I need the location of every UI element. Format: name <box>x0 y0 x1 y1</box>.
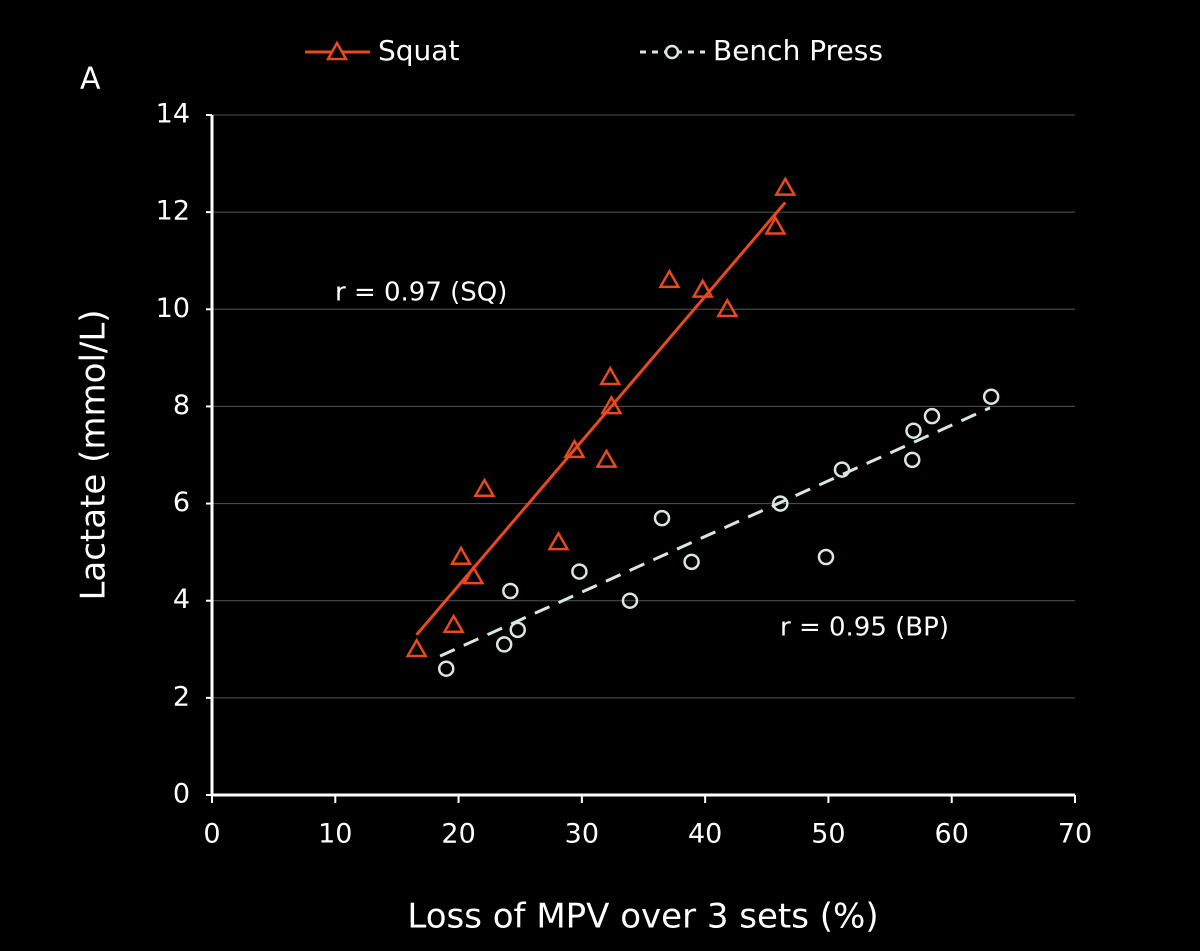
x-tick-label: 20 <box>441 819 475 850</box>
data-point <box>764 215 787 235</box>
data-point <box>716 297 739 318</box>
data-point <box>437 660 455 677</box>
panel-label: A <box>80 62 101 97</box>
data-point <box>449 545 473 565</box>
y-tick-label: 2 <box>173 681 190 712</box>
data-point <box>595 448 618 468</box>
data-point <box>502 582 519 600</box>
fit-line <box>439 406 991 658</box>
data-point <box>473 477 496 497</box>
data-point <box>547 530 570 551</box>
x-tick-label: 50 <box>811 819 845 850</box>
x-tick-label: 60 <box>935 819 969 850</box>
data-point <box>405 637 428 658</box>
y-tick-label: 4 <box>173 584 190 615</box>
data-point <box>653 509 671 527</box>
fit-line <box>415 201 787 636</box>
y-tick-label: 14 <box>156 99 190 130</box>
data-point <box>563 438 586 459</box>
y-axis-label: Lactate (mmol/L) <box>74 309 114 600</box>
y-tick-label: 10 <box>156 293 190 324</box>
y-tick-label: 8 <box>173 390 190 421</box>
data-point <box>658 268 681 289</box>
legend-label: Squat <box>378 34 459 67</box>
data-point <box>817 548 835 566</box>
data-point <box>982 388 1000 405</box>
data-point <box>691 278 714 298</box>
x-tick-label: 70 <box>1058 819 1092 850</box>
data-point <box>571 563 588 580</box>
x-tick-label: 0 <box>203 819 220 850</box>
annotation: r = 0.97 (SQ) <box>335 278 507 308</box>
data-point <box>905 422 922 439</box>
data-point <box>621 592 639 609</box>
legend-label: Bench Press <box>713 34 883 67</box>
data-point <box>683 553 700 571</box>
y-tick-label: 6 <box>173 487 190 518</box>
x-axis-label: Loss of MPV over 3 sets (%) <box>407 897 878 937</box>
data-point <box>462 564 485 585</box>
legend-marker <box>325 40 349 61</box>
data-point <box>923 407 941 425</box>
data-point <box>774 176 797 196</box>
data-point <box>509 621 526 639</box>
data-point <box>772 495 789 512</box>
y-tick-label: 12 <box>156 196 190 227</box>
x-tick-label: 30 <box>565 819 599 850</box>
data-point <box>495 636 513 653</box>
x-tick-label: 10 <box>318 819 352 850</box>
data-point <box>904 451 921 469</box>
data-point <box>442 613 465 633</box>
y-tick-label: 0 <box>173 779 190 810</box>
annotation: r = 0.95 (BP) <box>780 613 949 643</box>
legend-marker <box>664 44 680 60</box>
data-point <box>599 365 622 386</box>
x-tick-label: 40 <box>688 819 722 850</box>
data-point <box>600 394 623 415</box>
data-point <box>833 461 851 478</box>
